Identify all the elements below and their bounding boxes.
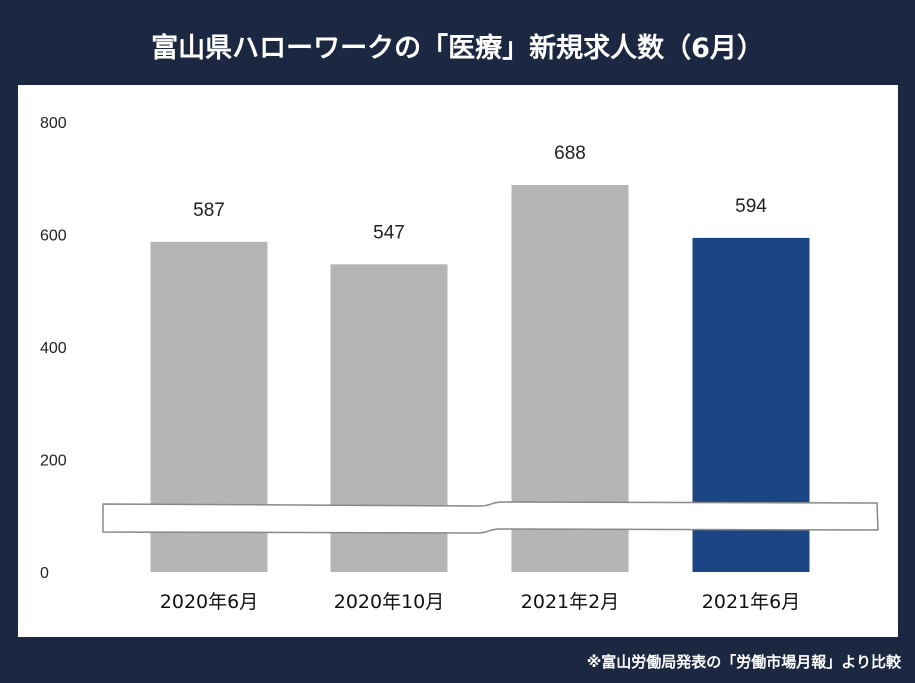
x-tick-label: 2020年6月: [160, 591, 258, 613]
data-label: 594: [735, 196, 767, 217]
y-tick-label: 600: [40, 228, 67, 245]
source-note: ※富山労働局発表の「労働市場月報」より比較: [586, 653, 901, 671]
y-tick-label: 200: [40, 453, 67, 470]
y-tick-label: 800: [40, 115, 67, 132]
data-label: 688: [554, 143, 586, 164]
axis-break-band: [102, 501, 879, 534]
x-tick-label: 2020年10月: [334, 591, 445, 613]
x-tick-label: 2021年2月: [521, 591, 619, 613]
chart-title: 富山県ハローワークの「医療」新規求人数（6月）: [151, 33, 764, 64]
y-tick-label: 400: [40, 340, 67, 357]
y-tick-label: 0: [40, 565, 49, 582]
data-label: 587: [193, 200, 225, 221]
x-tick-label: 2021年6月: [702, 591, 800, 613]
data-label: 547: [373, 222, 405, 243]
